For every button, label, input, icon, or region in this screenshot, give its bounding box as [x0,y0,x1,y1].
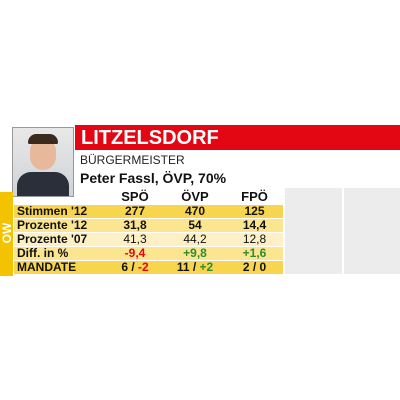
title-bar: LITZELSDORF [75,125,400,150]
row-label: MANDATE [17,260,77,274]
row-label: Stimmen '12 [17,204,88,218]
seats: 2 / [242,260,257,274]
row-background [14,233,283,246]
side-label: OW [0,222,14,244]
seats: 11 / [176,260,197,274]
row-label: Prozente '12 [17,218,88,232]
column-header: ÖVP [181,189,209,204]
row-label: Diff. in % [17,246,69,260]
row-background [14,247,283,260]
cell: 11 / +2 [166,261,224,274]
cell: 41,3 [123,232,147,246]
seat-change: +2 [196,260,214,274]
cell: +9,8 [183,246,207,260]
empty-column [285,188,342,274]
cell: 125 [244,204,265,218]
cell: 44,2 [183,232,207,246]
side-strip: OW [0,192,14,276]
cell: 31,8 [123,218,147,232]
row-label: Prozente '07 [17,232,88,246]
portrait [12,127,74,197]
seat-change: -2 [134,260,149,274]
row-background [14,219,283,232]
cell: 277 [124,204,146,218]
cell: 12,8 [242,232,267,246]
column-header: SPÖ [121,189,149,204]
cell: 6 / -2 [106,261,164,274]
row-background [14,261,283,274]
hair [28,134,58,144]
suit [17,172,69,196]
cell: 14,4 [242,218,267,232]
empty-column [344,188,400,274]
cell: 2 / 0 [226,261,283,274]
seat-change: 0 [256,260,267,274]
cell: 470 [184,204,206,218]
cell: +1,6 [242,246,267,260]
cell: -9,4 [124,246,146,260]
column-header: FPÖ [241,189,268,204]
seats: 6 / [121,260,135,274]
mayor: Peter Fassl, ÖVP, 70% [80,170,227,186]
cell: 54 [188,218,202,232]
role: BÜRGERMEISTER [80,153,185,167]
title: LITZELSDORF [81,127,219,149]
row-background [14,205,283,218]
